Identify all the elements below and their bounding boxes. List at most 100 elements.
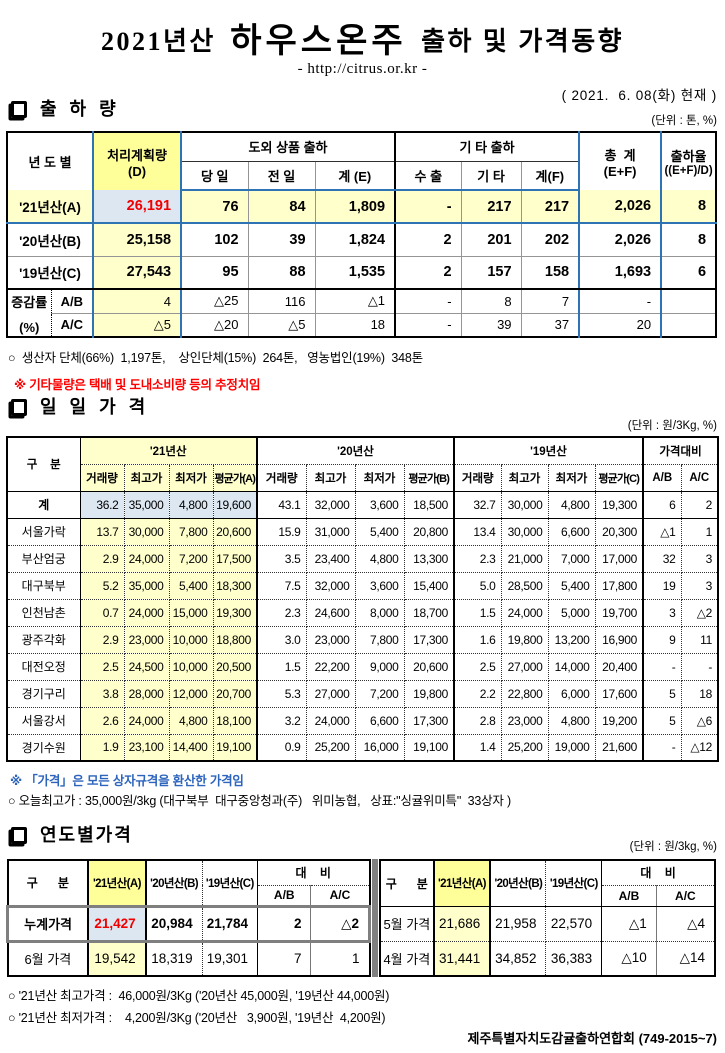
shipment-change-cell: △5 — [93, 313, 183, 337]
subcol-ab-header: A/B — [643, 464, 682, 492]
daily-price-cell: 18,700 — [404, 599, 455, 627]
daily-price-cell: 20,700 — [213, 680, 258, 708]
daily-price-cell: 7,000 — [548, 545, 596, 573]
shipment-value-cell: 25,158 — [93, 223, 183, 257]
shipment-value-cell: 8 — [661, 223, 717, 257]
col-total-line1: 총 계 — [604, 147, 636, 163]
daily-price-table: 구 분 '21년산 '20년산 '19년산 가격대비 거래량 최고가 최저가 평… — [6, 436, 720, 762]
daily-price-cell: △12 — [690, 740, 713, 755]
subcol-ac-header: A/C — [656, 885, 715, 907]
daily-price-cell: 5,400 — [169, 572, 214, 600]
subcol-ab-header: A/B — [257, 885, 312, 906]
daily-price-cell: 4,800 — [169, 491, 214, 519]
yearly-price-cell: 31,441 — [433, 941, 492, 976]
subcol-20-volume-header: 거래량 — [257, 464, 307, 492]
market-label: 경기구리 — [7, 680, 81, 708]
col-year-header: 년 도 별 — [7, 132, 95, 190]
col-daily-header: 당 일 — [181, 161, 249, 191]
daily-price-cell: 15,000 — [169, 599, 214, 627]
subcol-19-volume-header: 거래량 — [454, 464, 502, 492]
daily-price-cell: 7,800 — [355, 626, 405, 654]
shipment-change-cell: - — [395, 313, 462, 337]
shipment-row-change-ac: A/C △5 △20 △5 18 - 39 37 20 — [7, 313, 716, 337]
daily-price-cell: 13.4 — [454, 518, 502, 546]
shipment-value-cell: 2,026 — [579, 190, 663, 224]
daily-price-cell: 35,000 — [124, 572, 170, 600]
daily-price-cell: 23,100 — [124, 734, 170, 761]
col-2021-header: '21년산(A) — [88, 860, 147, 906]
homepage-url: - http://citrus.or.kr - — [297, 61, 428, 77]
yearly-price-row: 4월 가격 31,441 34,852 36,383 △10 △14 — [380, 941, 715, 976]
daily-price-cell: - — [643, 734, 682, 761]
daily-price-cell: 19,200 — [595, 707, 644, 735]
colgroup-etc-header: 기 타 출하 — [395, 132, 581, 162]
daily-price-cell: △2 — [681, 599, 719, 627]
daily-price-cell: 36.2 — [80, 491, 125, 519]
note-price-rule: ※ 「가격」은 모든 상자규격을 환산한 가격임 — [10, 774, 244, 788]
col-etc-header: 기 타 — [461, 161, 522, 191]
daily-price-row: 계 36.2 35,000 4,800 19,600 43.1 32,000 3… — [7, 491, 719, 519]
shipment-header-row-groups: 년 도 별 처리계획량 (D) 도외 상품 출하 기 타 출하 총 계 (E+F) … — [7, 132, 716, 190]
col-sum-f-header: 계(F) — [521, 161, 581, 191]
daily-price-row: 대구북부 5.2 35,000 5,400 18,300 7.5 32,000 … — [7, 572, 719, 600]
daily-price-cell: 0.9 — [257, 734, 307, 761]
col-total-header: 총 계 (E+F) — [579, 132, 663, 190]
daily-price-cell: 2.3 — [454, 545, 502, 573]
shipment-change-cell: - — [579, 289, 663, 314]
daily-price-cell: - — [681, 653, 719, 681]
daily-price-cell: - — [643, 653, 682, 681]
section-title-daily-price: 일 일 가 격 — [40, 397, 150, 417]
daily-price-cell: 13.7 — [80, 518, 125, 546]
colgroup-ratio-header: 가격대비 — [643, 437, 719, 465]
daily-price-cell: 10,000 — [169, 626, 214, 654]
colgroup-ratio-header: 대 비 — [257, 860, 370, 886]
unit-label-yearly-price: (단위 : 원/3kg, %) — [629, 841, 717, 853]
yearly-price-row: 6월 가격 19,542 18,319 19,301 7 1 — [7, 941, 370, 976]
daily-price-cell: 5.2 — [80, 572, 125, 600]
shipment-change-cell: 18 — [315, 313, 397, 337]
colgroup-2020-header: '20년산 — [257, 437, 455, 465]
col-2021-header: '21년산(A) — [433, 860, 492, 907]
daily-price-row: 인천남촌 0.7 24,000 15,000 19,300 2.3 24,600… — [7, 599, 719, 627]
unit-label-shipment: (단위 : 톤, %) — [651, 115, 717, 127]
daily-price-cell: 32,000 — [306, 491, 356, 519]
yearly-price-cell: 21,784 — [202, 904, 259, 943]
note-producer-breakdown: ○ 생산자 단체(66%) 1,197톤, 상인단체(15%) 264톤, 영농… — [8, 351, 423, 365]
daily-price-cell: 23,400 — [306, 545, 356, 573]
row-label: A/B — [51, 289, 95, 314]
section-title-yearly-price: 연도별가격 — [40, 825, 133, 845]
note-season-low: ○ '21년산 최저가격 : 4,200원/3Kg ('20년산 3,900원,… — [8, 1011, 386, 1025]
daily-price-cell: 5 — [643, 680, 682, 708]
shipment-row-change-ab: 증감률 (%) A/B 4 △25 116 △1 - 8 7 - — [7, 289, 717, 338]
daily-price-row: 대전오정 2.5 24,500 10,000 20,500 1.5 22,200… — [7, 653, 719, 681]
colgroup-ratio-header: 대 비 — [601, 860, 715, 886]
daily-price-cell: 2.2 — [454, 680, 502, 708]
col-sum-e-header: 계 (E) — [315, 161, 397, 191]
shipment-value-cell: 88 — [248, 256, 316, 290]
shipment-value-cell: 26,191 — [93, 190, 183, 224]
yearly-price-cell: 21,958 — [490, 906, 547, 942]
daily-price-cell: 20,500 — [213, 653, 258, 681]
daily-price-cell: 1.4 — [454, 734, 502, 761]
yearly-price-header-row-groups: 구 분 '21년산(A) '20년산(B) '19년산(C) 대 비 — [7, 860, 370, 906]
period-label: 4월 가격 — [380, 941, 435, 976]
daily-price-cell: 5.3 — [257, 680, 307, 708]
daily-price-cell: 2.3 — [257, 599, 307, 627]
daily-price-cell: 18 — [681, 680, 719, 708]
daily-price-cell: 19,000 — [548, 734, 596, 761]
daily-price-cell: 20,800 — [404, 518, 455, 546]
col-rate-line2: ((E+F)/D) — [664, 165, 713, 177]
daily-price-cell: 20,300 — [595, 518, 644, 546]
daily-price-cell: 23,000 — [124, 626, 170, 654]
shipment-value-cell: 2 — [395, 256, 462, 290]
daily-price-cell: 20,600 — [213, 518, 258, 546]
shipment-row-y20: '20년산(B) 25,158 102 39 1,824 2 201 202 2… — [7, 223, 717, 257]
daily-price-cell: 1.6 — [454, 626, 502, 654]
daily-price-cell: 5 — [643, 707, 682, 735]
daily-price-cell: 4,800 — [548, 491, 596, 519]
daily-price-cell: 24,000 — [124, 599, 170, 627]
daily-price-cell: 16,000 — [355, 734, 405, 761]
daily-price-cell: 2.6 — [80, 707, 125, 735]
daily-price-row: 경기수원 1.9 23,100 14,400 19,100 0.9 25,200… — [7, 734, 718, 761]
daily-price-cell: 2.8 — [454, 707, 502, 735]
